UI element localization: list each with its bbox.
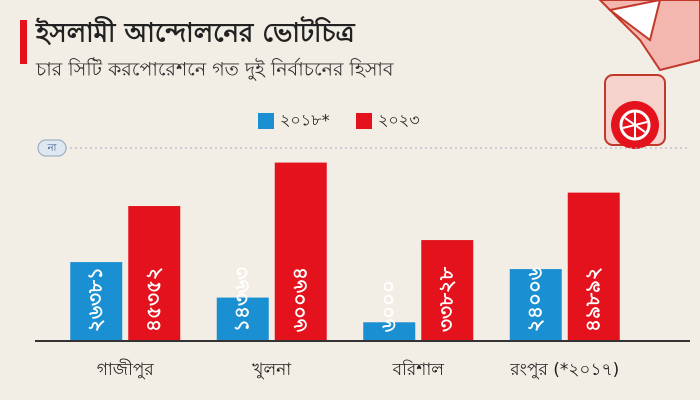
value-label: ৬০০০: [376, 280, 400, 332]
illustration: [598, 0, 700, 149]
x-tick-label: রংপুর (*২০১৭): [509, 360, 619, 380]
chart-title: ইসলামী আন্দোলনের ভোটচিত্র: [35, 16, 356, 49]
title-accent: [20, 20, 27, 64]
value-label: ৪৯৮৯২: [580, 267, 604, 332]
bar: [421, 240, 474, 340]
bar: [567, 192, 620, 340]
legend-swatch: [356, 113, 372, 129]
x-tick-label: গাজীপুর: [97, 359, 155, 380]
bar: [216, 297, 269, 340]
value-label: ১৪৩৬৩: [229, 267, 253, 332]
legend-swatch: [258, 113, 274, 129]
chart-subtitle: চার সিটি করপোরেশনে গত দুই নির্বাচনের হিস…: [35, 58, 394, 81]
axis-badge-bg: [37, 139, 67, 157]
bar: [70, 262, 123, 340]
x-tick-label: বরিশাল: [392, 359, 445, 380]
legend-label: ২০২৩: [378, 111, 420, 130]
bar: [274, 162, 327, 340]
bar: [128, 206, 181, 340]
value-label: ২৬৩৮১: [83, 267, 107, 332]
bar: [363, 322, 416, 340]
value-label: ৩৩৮২৮: [434, 266, 458, 332]
value-label: ৪৫৩৫২: [141, 267, 165, 332]
x-tick-label: খুলনা: [252, 360, 292, 380]
value-label: ৬০০৬৪: [287, 267, 311, 332]
axis-badge: না: [47, 143, 58, 154]
bar: [509, 269, 562, 340]
value-label: ২৪০০৬: [522, 267, 546, 332]
legend-label: ২০১৮*: [280, 111, 330, 130]
